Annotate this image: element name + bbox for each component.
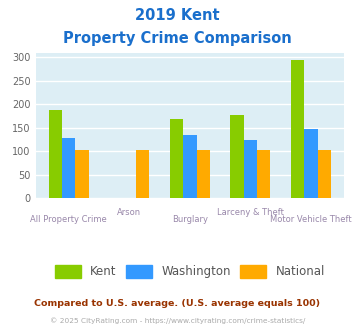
Bar (183, 135, 197, 198)
Bar (62, 138, 76, 198)
Text: 2019 Kent: 2019 Kent (135, 8, 220, 23)
Text: Motor Vehicle Theft: Motor Vehicle Theft (270, 215, 352, 224)
Bar (49, 110, 62, 198)
Bar (291, 60, 304, 198)
Text: Compared to U.S. average. (U.S. average equals 100): Compared to U.S. average. (U.S. average … (34, 299, 321, 308)
Bar (197, 150, 210, 198)
Bar (76, 150, 89, 198)
Bar (230, 115, 244, 198)
Bar (318, 150, 331, 198)
Bar (244, 140, 257, 198)
Text: Burglary: Burglary (172, 215, 208, 224)
Bar (136, 150, 149, 198)
Bar (170, 119, 183, 198)
Text: Arson: Arson (117, 208, 141, 217)
Text: All Property Crime: All Property Crime (31, 215, 107, 224)
Legend: Kent, Washington, National: Kent, Washington, National (49, 259, 331, 284)
Text: Larceny & Theft: Larceny & Theft (217, 208, 284, 217)
Text: Property Crime Comparison: Property Crime Comparison (63, 31, 292, 46)
Bar (257, 150, 271, 198)
Text: © 2025 CityRating.com - https://www.cityrating.com/crime-statistics/: © 2025 CityRating.com - https://www.city… (50, 317, 305, 324)
Bar (304, 129, 318, 198)
